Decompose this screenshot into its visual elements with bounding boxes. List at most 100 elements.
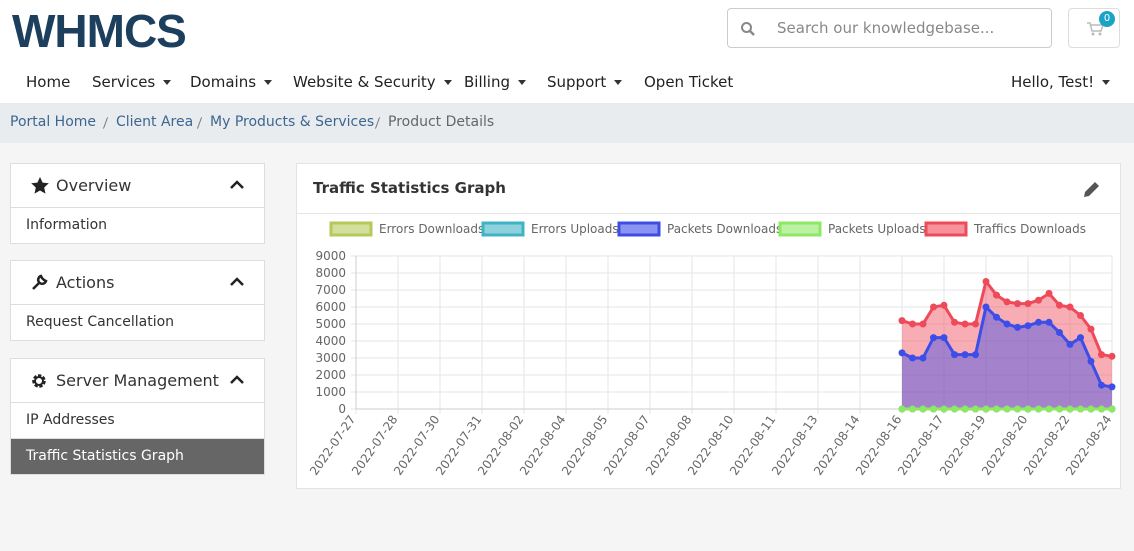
panel-title: Server Management [56, 371, 219, 390]
data-point [1098, 405, 1105, 413]
y-tick-label: 5000 [315, 317, 346, 331]
breadcrumb-link[interactable]: My Products & Services [210, 114, 375, 130]
data-point [1045, 289, 1053, 297]
data-point [930, 405, 937, 413]
legend-swatch [617, 221, 661, 237]
breadcrumb-bar: Portal Home Client Area My Products & Se… [0, 103, 1134, 143]
data-point [930, 334, 937, 342]
legend-label: Errors Downloads [379, 222, 484, 236]
panel-header[interactable]: Server Management [11, 359, 264, 403]
data-point [1066, 405, 1074, 413]
nav-item[interactable]: Services [92, 73, 171, 91]
user-menu[interactable]: Hello, Test! [1011, 73, 1110, 91]
nav-item[interactable]: Support [547, 73, 622, 91]
data-point [1077, 312, 1084, 319]
data-point [898, 317, 906, 325]
nav-item[interactable]: Website & Security [293, 73, 452, 91]
sidebar-item[interactable]: Information [26, 217, 108, 233]
data-point [909, 320, 916, 328]
data-point [909, 405, 916, 413]
data-point [1066, 340, 1074, 348]
data-point [940, 301, 948, 309]
data-point [1003, 320, 1011, 328]
search-box[interactable]: Search our knowledgebase... [727, 8, 1052, 48]
data-point [919, 354, 927, 362]
data-point [961, 351, 969, 359]
search-placeholder: Search our knowledgebase... [777, 19, 995, 37]
data-point [982, 405, 990, 413]
nav-item[interactable]: Open Ticket [644, 73, 734, 91]
edit-icon[interactable] [1082, 179, 1102, 199]
data-point [1035, 296, 1042, 304]
y-tick-label: 4000 [315, 334, 346, 348]
panel-header[interactable]: Actions [11, 261, 264, 305]
breadcrumb-separator [196, 117, 203, 129]
data-point [982, 278, 990, 285]
data-point [1087, 357, 1095, 365]
sidebar-item-active[interactable]: Traffic Statistics Graph [11, 438, 264, 474]
data-point [1056, 405, 1063, 413]
legend-swatch [924, 221, 968, 237]
breadcrumb-current: Product Details [388, 114, 495, 130]
nav-item[interactable]: Home [26, 73, 71, 91]
legend-label: Errors Uploads [531, 222, 619, 236]
data-point [1098, 381, 1105, 389]
y-tick-label: 3000 [315, 351, 346, 365]
data-point [1014, 405, 1021, 413]
sidebar-panel: Overview Information [10, 163, 265, 244]
breadcrumb-separator [374, 117, 381, 129]
cart-button[interactable]: 0 [1068, 8, 1120, 48]
legend-label: Traffics Downloads [973, 222, 1086, 236]
data-point [940, 405, 948, 413]
data-point [919, 320, 927, 328]
data-point [1108, 405, 1116, 413]
sidebar-item[interactable]: Request Cancellation [26, 314, 175, 330]
data-point [961, 320, 969, 328]
data-point [982, 303, 990, 311]
data-point [1066, 303, 1074, 311]
chevron [230, 375, 244, 384]
nav-item[interactable]: Domains [190, 73, 272, 91]
y-tick-label: 1000 [315, 385, 346, 399]
legend-label: Packets Downloads [667, 222, 782, 236]
data-point [1087, 325, 1095, 333]
breadcrumb-link[interactable]: Client Area [116, 114, 194, 130]
breadcrumb-link[interactable]: Portal Home [10, 114, 97, 130]
data-point [1003, 298, 1011, 306]
breadcrumb-separator [102, 117, 109, 129]
nav-item[interactable]: Billing [464, 73, 526, 91]
chart: 0100020003000400050006000700080009000202… [297, 213, 1120, 478]
panel-header[interactable]: Overview [11, 164, 264, 208]
gear-icon [32, 374, 46, 388]
chevron [230, 277, 244, 286]
data-point [1056, 329, 1063, 336]
data-point [1024, 300, 1032, 308]
star-icon [31, 177, 49, 194]
data-point [993, 405, 1000, 413]
search-icon [741, 22, 755, 36]
data-point [930, 303, 937, 311]
panel-title: Actions [56, 273, 115, 292]
legend-swatch [481, 221, 525, 237]
data-point [1024, 322, 1032, 330]
y-tick-label: 7000 [315, 283, 346, 297]
data-point [898, 349, 906, 357]
data-point [951, 351, 958, 359]
sidebar-panel: Server Management IP Addresses Traffic S… [10, 358, 265, 475]
sidebar-item[interactable]: IP Addresses [26, 412, 115, 428]
data-point [1077, 334, 1084, 342]
data-point [972, 351, 979, 359]
data-point [951, 318, 958, 326]
data-point [1108, 383, 1116, 391]
legend-swatch [329, 221, 373, 237]
card-title: Traffic Statistics Graph [313, 179, 506, 197]
data-point [1014, 323, 1021, 331]
data-point [972, 405, 979, 413]
y-tick-label: 0 [338, 402, 346, 416]
data-point [993, 291, 1000, 299]
data-point [1014, 300, 1021, 308]
logo[interactable]: WHMCS [12, 5, 187, 57]
chevron [230, 180, 244, 189]
wrench-icon [32, 274, 48, 290]
